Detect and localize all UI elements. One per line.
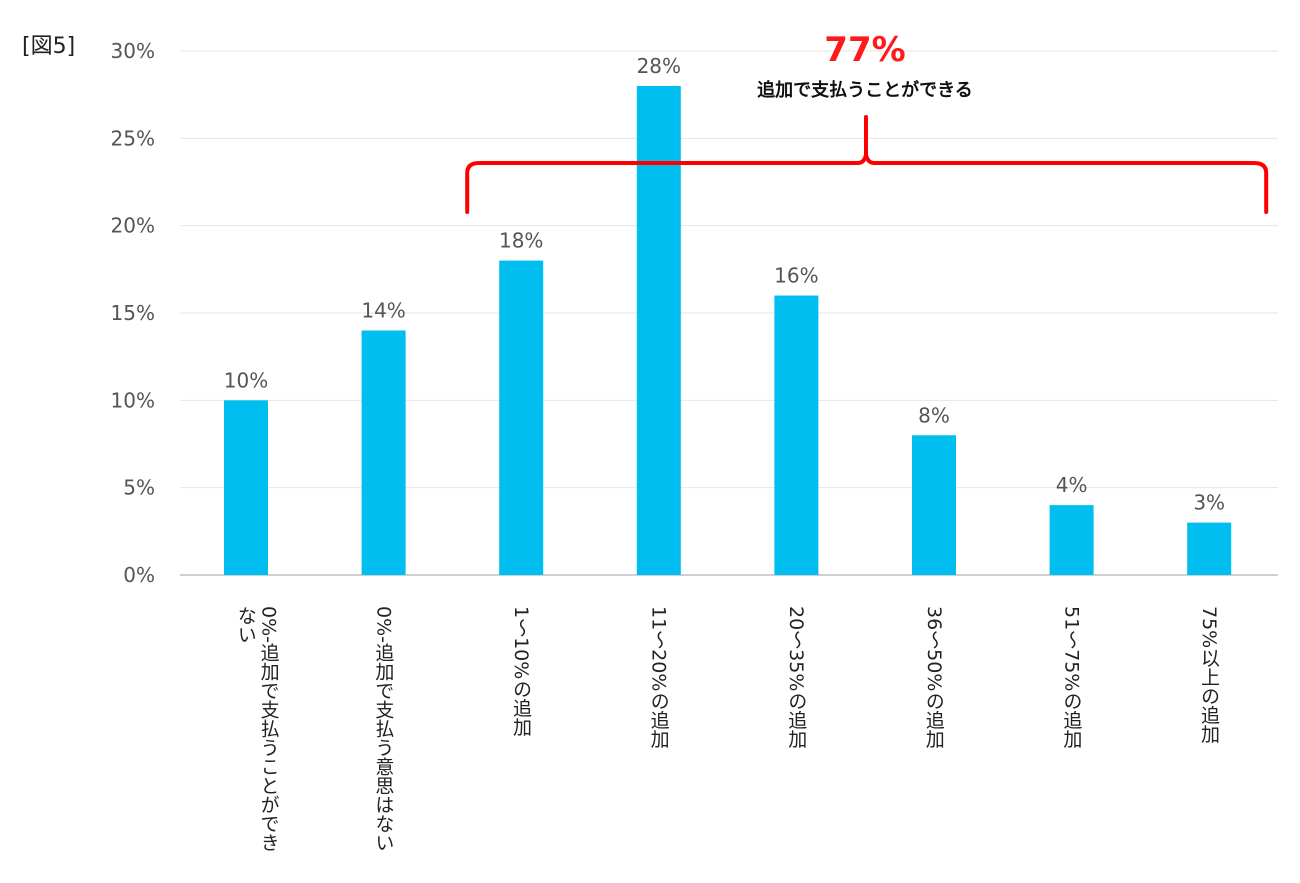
data-label: 28% (637, 54, 681, 78)
x-category: 0%‐追加で支払う意思はない (344, 606, 424, 866)
x-category: 75%以上の追加 (1169, 606, 1249, 866)
x-category-label: 0%‐追加で支払う意思はない (372, 606, 395, 852)
bar (1049, 505, 1094, 575)
y-tick-label: 5% (123, 476, 155, 500)
x-category-label: 36～50%の追加 (922, 606, 945, 749)
annotation-brace (465, 115, 1269, 214)
x-category: 36～50%の追加 (894, 606, 974, 866)
bar (1187, 522, 1232, 575)
data-label: 8% (918, 403, 950, 427)
data-label: 10% (224, 368, 268, 392)
x-category: 20～35%の追加 (756, 606, 836, 866)
y-tick-label: 30% (111, 39, 155, 63)
gridlines (180, 50, 1278, 576)
x-category-label: 0%‐追加で支払うことができない (234, 606, 280, 852)
annotation-value: 77% (824, 30, 906, 70)
y-tick-label: 10% (111, 388, 155, 412)
bars (224, 85, 1232, 575)
bar (912, 435, 956, 575)
data-label: 4% (1056, 473, 1088, 497)
bar (774, 295, 819, 575)
y-tick-label: 25% (111, 126, 155, 150)
data-label: 3% (1193, 491, 1225, 515)
data-label: 18% (499, 229, 543, 253)
data-label: 14% (361, 298, 405, 322)
y-tick-label: 20% (111, 214, 155, 238)
x-category-label: 51～75%の追加 (1060, 606, 1083, 749)
y-tick-label: 0% (123, 563, 155, 587)
x-category-label: 11～20%の追加 (647, 606, 670, 749)
figure-label: [図5] (22, 34, 76, 59)
annotation-text: 追加で支払うことができる (757, 80, 973, 101)
x-category-label: 1～10%の追加 (509, 606, 532, 737)
data-labels: 10% 14% 18% 28% 16% 8% 4% 3% (224, 54, 1225, 515)
x-category-label: 20～35%の追加 (785, 606, 808, 749)
x-category: 51～75%の追加 (1032, 606, 1112, 866)
y-axis-ticks: 0% 5% 10% 15% 20% 25% 30% (111, 39, 155, 587)
bar (499, 260, 544, 575)
bar (361, 330, 406, 575)
bar (224, 400, 268, 575)
x-category-label: 75%以上の追加 (1197, 606, 1220, 744)
x-category: 0%‐追加で支払うことができない (206, 606, 286, 866)
x-category: 11～20%の追加 (619, 606, 699, 866)
x-category: 1～10%の追加 (481, 606, 561, 866)
bar (636, 85, 681, 575)
y-tick-label: 15% (111, 301, 155, 325)
data-label: 16% (774, 264, 818, 288)
